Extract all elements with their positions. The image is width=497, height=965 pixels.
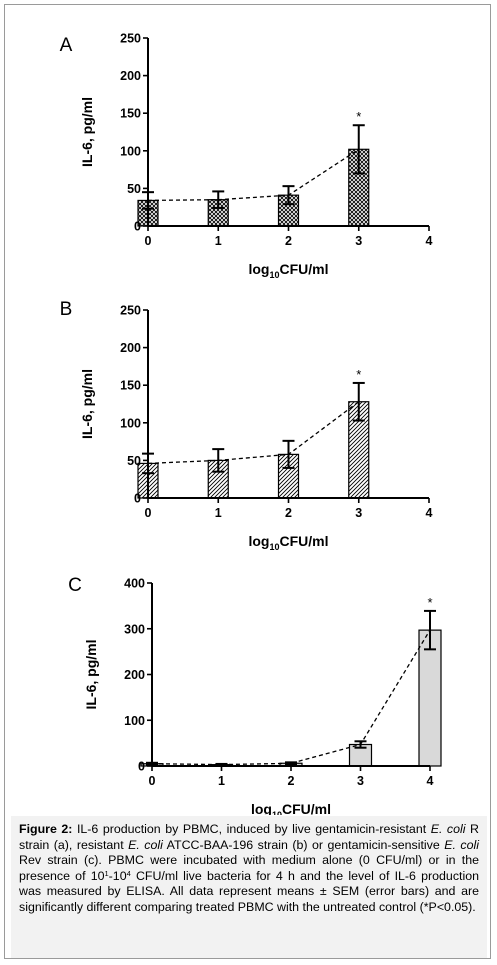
error-bar	[424, 609, 436, 651]
error-bar	[282, 185, 295, 206]
y-axis-title: IL-6, pg/ml	[83, 640, 99, 710]
x-axis-title-tail: CFU/ml	[282, 801, 331, 815]
x-axis-title-subscript: 10	[269, 270, 279, 280]
x-axis-title-subscript: 10	[269, 542, 279, 552]
y-tick-label: 0	[138, 760, 145, 774]
x-tick-label: 3	[355, 234, 362, 248]
y-tick-label: 250	[120, 32, 141, 46]
panel-label: A	[60, 35, 73, 56]
caption-text-3: ATCC-BAA-196 strain (b) or gentamicin-se…	[162, 837, 445, 852]
x-axis-title-main: log	[248, 261, 269, 277]
x-tick-label: 2	[285, 506, 292, 520]
trend-line	[151, 629, 431, 766]
x-tick-label: 4	[426, 234, 433, 248]
y-tick-label: 200	[120, 341, 141, 355]
caption-text-1: IL-6 production by PBMC, induced by live…	[72, 822, 431, 836]
x-tick-label: 1	[218, 774, 225, 788]
chart-panel-b: B * 0 50 100 150 200 250 0 1 2 3 4 log10CFU/ml IL-6, p…	[60, 299, 433, 552]
caption-text-4: Rev strain (c). PBMC were incubated with…	[19, 853, 479, 883]
significance-marker: *	[427, 595, 432, 610]
significance-marker: *	[356, 367, 361, 382]
y-tick-label: 400	[124, 577, 145, 591]
y-tick-label: 0	[134, 220, 141, 234]
y-tick-label: 100	[124, 714, 145, 728]
y-tick-label: 0	[134, 492, 141, 506]
x-axis-title: log10CFU/ml	[251, 801, 331, 815]
caption-superscript-2: 4	[126, 868, 131, 878]
caption-species-1: E. coli	[430, 822, 466, 836]
y-tick-label: 200	[120, 69, 141, 83]
page-frame	[4, 4, 491, 959]
y-tick-label: 300	[124, 622, 145, 636]
x-axis-title-subscript: 10	[272, 810, 282, 815]
x-axis-title-tail: CFU/ml	[280, 533, 329, 549]
x-tick-label: 4	[426, 506, 433, 520]
x-axis-title-main: log	[248, 533, 269, 549]
figure-caption: Figure 2: IL-6 production by PBMC, induc…	[11, 816, 487, 958]
y-tick-label: 150	[120, 379, 141, 393]
caption-text-2: R strain (a), resistant	[19, 822, 479, 852]
x-axis-title-tail: CFU/ml	[280, 261, 329, 277]
error-bar	[212, 190, 225, 209]
x-tick-label: 2	[288, 774, 295, 788]
y-tick-label: 150	[120, 107, 141, 121]
y-axis-title: IL-6, pg/ml	[79, 97, 95, 167]
x-tick-label: 2	[285, 234, 292, 248]
panel-label: C	[68, 575, 82, 596]
x-tick-label: 3	[355, 506, 362, 520]
y-axis-title: IL-6, pg/ml	[79, 369, 95, 439]
panel-label: B	[60, 299, 73, 320]
x-tick-label: 4	[427, 774, 434, 788]
caption-superscript-1: 1	[104, 868, 109, 878]
y-tick-label: 100	[120, 416, 141, 430]
x-tick-label: 0	[149, 774, 156, 788]
x-tick-label: 1	[215, 506, 222, 520]
y-tick-label: 50	[127, 454, 141, 468]
trend-line	[147, 401, 360, 465]
x-tick-label: 1	[215, 234, 222, 248]
error-bar	[354, 740, 367, 749]
error-bar	[352, 124, 365, 175]
x-axis-title-main: log	[251, 801, 272, 815]
caption-text-6: CFU/ml live bacteria for 4 h and the lev…	[19, 868, 479, 914]
caption-label: Figure 2:	[19, 822, 73, 836]
caption-species-2: E. coli	[128, 837, 163, 852]
error-bar	[282, 439, 295, 469]
chart-panel-a: A * 0 50 100 150 200 250 0 1 2 3 4 log10CFU/ml IL-6, p…	[60, 32, 433, 281]
chart-panel-c: C * 0 100 200 300 400 0 1 2 3 4 log10CFU/ml IL-6, pg/…	[68, 575, 442, 815]
error-bar	[352, 381, 365, 422]
x-axis-title: log10CFU/ml	[248, 533, 328, 552]
x-tick-label: 0	[145, 234, 152, 248]
caption-text-5: -10	[108, 868, 127, 883]
bar	[418, 629, 442, 767]
y-tick-label: 50	[127, 182, 141, 196]
x-tick-label: 0	[145, 506, 152, 520]
trend-line	[147, 148, 360, 202]
significance-marker: *	[356, 109, 361, 124]
x-axis-title: log10CFU/ml	[248, 261, 328, 280]
caption-species-3: E. coli	[444, 837, 479, 852]
error-bar	[285, 761, 297, 766]
error-bar	[212, 448, 225, 473]
y-tick-label: 200	[124, 668, 145, 682]
x-tick-label: 3	[357, 774, 364, 788]
y-tick-label: 250	[120, 304, 141, 318]
y-tick-label: 100	[120, 144, 141, 158]
